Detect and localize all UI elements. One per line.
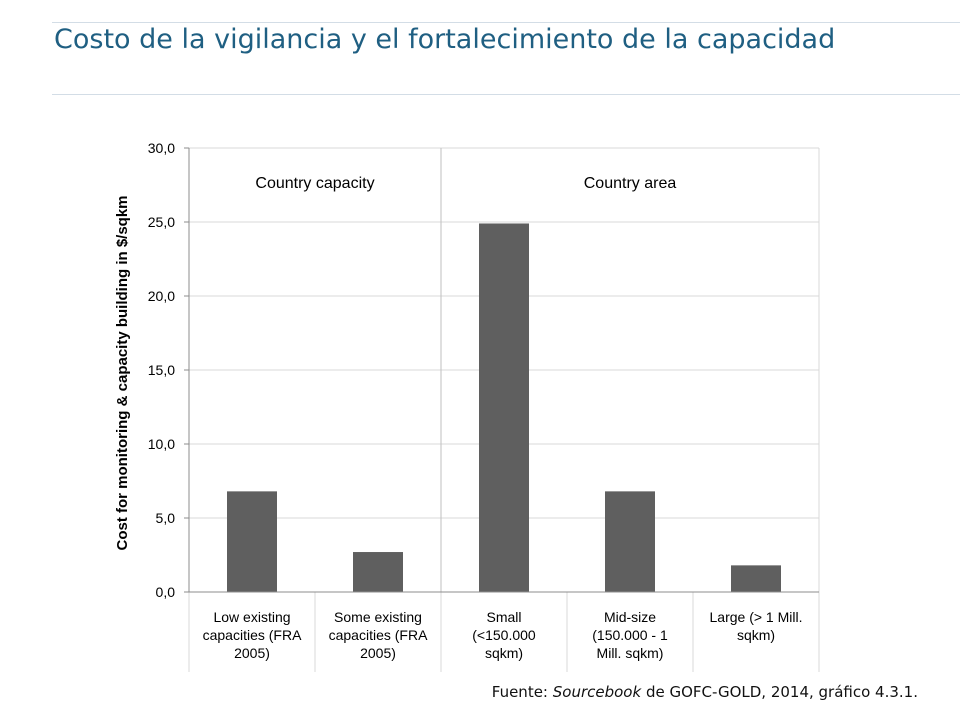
- slide-title: Costo de la vigilancia y el fortalecimie…: [54, 24, 836, 55]
- y-tick-label: 5,0: [156, 510, 176, 526]
- top-rule: [52, 22, 960, 23]
- y-tick-label: 25,0: [148, 214, 175, 230]
- title-rule: [52, 94, 960, 95]
- y-tick-label: 30,0: [148, 140, 175, 156]
- y-tick-label: 15,0: [148, 362, 175, 378]
- x-tick-label: Mid-size (150.000 - 1 Mill. sqkm): [592, 609, 668, 661]
- gridlines: [188, 147, 820, 672]
- group-label: Country capacity: [255, 175, 374, 192]
- x-tick-label: Large (> 1 Mill. sqkm): [710, 609, 803, 643]
- x-tick-label: Low existing capacities (FRA 2005): [203, 609, 302, 661]
- y-tick-label: 20,0: [148, 288, 175, 304]
- source-suffix: de GOFC-GOLD, 2014, gráfico 4.3.1.: [641, 683, 918, 701]
- source-prefix: Fuente:: [491, 683, 553, 701]
- y-tick-label: 0,0: [156, 584, 176, 600]
- x-tick-label: Small (<150.000 sqkm): [472, 609, 536, 661]
- y-axis-title: Cost for monitoring & capacity building …: [114, 195, 131, 550]
- source-note: Fuente: Sourcebook de GOFC-GOLD, 2014, g…: [492, 683, 918, 701]
- bar: [605, 491, 655, 592]
- bar: [353, 552, 403, 592]
- bar: [731, 565, 781, 592]
- group-label: Country area: [584, 175, 677, 192]
- x-tick-label: Some existing capacities (FRA 2005): [329, 609, 428, 661]
- bar: [479, 223, 529, 593]
- y-tick-label: 10,0: [148, 436, 175, 452]
- bars: [227, 223, 781, 593]
- axes: [184, 147, 819, 593]
- source-italic: Sourcebook: [552, 683, 642, 701]
- labels: 0,0 5,0 10,0 15,0 20,0 25,0 30,0 Low existing ca…: [114, 140, 802, 661]
- bar: [227, 491, 277, 592]
